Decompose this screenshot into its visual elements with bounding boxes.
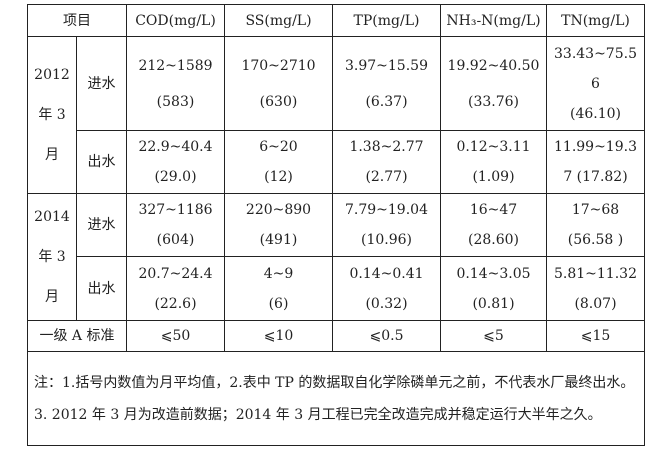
- water-quality-table: 项目 COD(mg/L) SS(mg/L) TP(mg/L) NH₃-N(mg/L) TN…: [27, 4, 645, 446]
- header-col: COD(mg/L): [126, 4, 225, 37]
- cell-line: 0.14~0.41: [349, 265, 424, 282]
- period-cell: 2014 年 3 月: [27, 193, 77, 321]
- header-col: TP(mg/L): [332, 4, 441, 37]
- header-col: NH₃-N(mg/L): [440, 4, 547, 37]
- row-label: 进水: [76, 193, 127, 257]
- value-cell: 3.97~15.59 (6.37): [332, 36, 441, 131]
- value-cell: 20.7~24.4 (22.6): [126, 256, 225, 321]
- value-cell: 6~20 (12): [224, 130, 333, 194]
- standard-value: ⩽50: [126, 320, 225, 352]
- cell-line: (29.0): [154, 169, 197, 185]
- value-cell: 7.79~19.04 (10.96): [332, 193, 441, 257]
- standard-value: ⩽0.5: [332, 320, 441, 352]
- standard-value: ⩽15: [546, 320, 645, 352]
- cell-line: 6~20: [259, 139, 298, 155]
- cell-line: 220~890: [245, 202, 312, 218]
- cell-line: 33.43~75.5: [554, 45, 637, 62]
- cell-line: 327~1186: [138, 202, 213, 218]
- cell-line: 16~47: [469, 202, 518, 218]
- cell-line: (6): [268, 295, 289, 312]
- cell-line: 0.14~3.05: [456, 265, 531, 282]
- cell-line: (1.09): [472, 169, 515, 185]
- cell-line: 6: [591, 75, 600, 92]
- cell-line: 7.79~19.04: [345, 202, 428, 218]
- value-cell: 212~1589 (583): [126, 36, 225, 131]
- header-row: 项目 COD(mg/L) SS(mg/L) TP(mg/L) NH₃-N(mg/L) TN…: [27, 4, 645, 37]
- row-label: 出水: [76, 130, 127, 194]
- cell-line: (583): [156, 93, 195, 110]
- header-col: SS(mg/L): [224, 4, 333, 37]
- cell-line: (0.32): [365, 295, 408, 312]
- cell-line: 年 3: [38, 107, 66, 123]
- table-row: 2014 年 3 月 进水 327~1186 (604) 220~890 (491) 7.79~…: [27, 193, 645, 321]
- value-cell: 220~890 (491): [224, 193, 333, 257]
- cell-line: (28.60): [467, 232, 519, 248]
- cell-line: 5.81~11.32: [554, 265, 637, 282]
- cell-line: 212~1589: [138, 57, 213, 74]
- cell-line: (630): [259, 93, 298, 110]
- cell-line: 2012: [34, 67, 70, 83]
- cell-line: 2014: [34, 209, 70, 225]
- table-row: 出水 20.7~24.4 (22.6) 4~9 (6) 0.14~0.41 (0.32) 0.…: [28, 256, 645, 321]
- value-cell: 33.43~75.5 6 (46.10): [546, 36, 645, 131]
- value-cell: 0.14~3.05 (0.81): [440, 256, 547, 321]
- value-cell: 22.9~40.4 (29.0): [126, 130, 225, 194]
- cell-line: (604): [156, 232, 195, 248]
- cell-line: (46.10): [569, 105, 621, 122]
- cell-line: (6.37): [365, 93, 408, 110]
- cell-line: 月: [45, 289, 59, 305]
- cell-line: 4~9: [263, 265, 294, 282]
- value-cell: 327~1186 (604): [126, 193, 225, 257]
- cell-line: (56.58 ): [567, 232, 624, 248]
- cell-line: 20.7~24.4: [138, 265, 213, 282]
- standard-value: ⩽5: [440, 320, 547, 352]
- cell-line: 3.97~15.59: [345, 57, 428, 74]
- value-cell: 16~47 (28.60): [440, 193, 547, 257]
- value-cell: 4~9 (6): [224, 256, 333, 321]
- cell-line: 7 (17.82): [563, 169, 628, 185]
- value-cell: 0.12~3.11 (1.09): [440, 130, 547, 194]
- note-row: 注：1.括号内数值为月平均值，2.表中 TP 的数据取自化学除磷单元之前，不代表…: [27, 351, 645, 446]
- row-label: 进水: [76, 36, 127, 131]
- cell-line: 170~2710: [241, 57, 316, 74]
- value-cell: 17~68 (56.58 ): [546, 193, 645, 257]
- value-cell: 1.38~2.77 (2.77): [332, 130, 441, 194]
- cell-line: (22.6): [154, 295, 197, 312]
- cell-line: (8.07): [574, 295, 617, 312]
- table-row: 2012 年 3 月 进水 212~1589 (583) 170~2710 (630) 3.97…: [27, 36, 645, 194]
- standard-row: 一级 A 标准 ⩽50 ⩽10 ⩽0.5 ⩽5 ⩽15: [27, 320, 645, 352]
- table-row: 出水 22.9~40.4 (29.0) 6~20 (12) 1.38~2.77 (2.77)…: [28, 130, 645, 194]
- cell-line: (33.76): [467, 93, 519, 110]
- cell-line: 19.92~40.50: [447, 57, 540, 74]
- value-cell: 19.92~40.50 (33.76): [440, 36, 547, 131]
- standard-value: ⩽10: [224, 320, 333, 352]
- cell-line: (491): [259, 232, 298, 248]
- cell-line: 1.38~2.77: [349, 139, 424, 155]
- value-cell: 170~2710 (630): [224, 36, 333, 131]
- cell-line: 22.9~40.4: [138, 139, 213, 155]
- value-cell: 0.14~0.41 (0.32): [332, 256, 441, 321]
- period-cell: 2012 年 3 月: [27, 36, 77, 194]
- note-text: 注：1.括号内数值为月平均值，2.表中 TP 的数据取自化学除磷单元之前，不代表…: [27, 351, 645, 446]
- cell-line: 11.99~19.3: [554, 139, 637, 155]
- cell-line: 月: [45, 147, 59, 163]
- value-cell: 11.99~19.3 7 (17.82): [546, 130, 645, 194]
- cell-line: 年 3: [38, 249, 66, 265]
- header-col: TN(mg/L): [546, 4, 645, 37]
- cell-line: 0.12~3.11: [456, 139, 531, 155]
- cell-line: (10.96): [360, 232, 412, 248]
- header-item: 项目: [27, 4, 127, 37]
- cell-line: 17~68: [571, 202, 620, 218]
- cell-line: (2.77): [365, 169, 408, 185]
- row-label: 出水: [76, 256, 127, 321]
- value-cell: 5.81~11.32 (8.07): [546, 256, 645, 321]
- cell-line: (0.81): [472, 295, 515, 312]
- cell-line: (12): [264, 169, 293, 185]
- standard-label: 一级 A 标准: [27, 320, 127, 352]
